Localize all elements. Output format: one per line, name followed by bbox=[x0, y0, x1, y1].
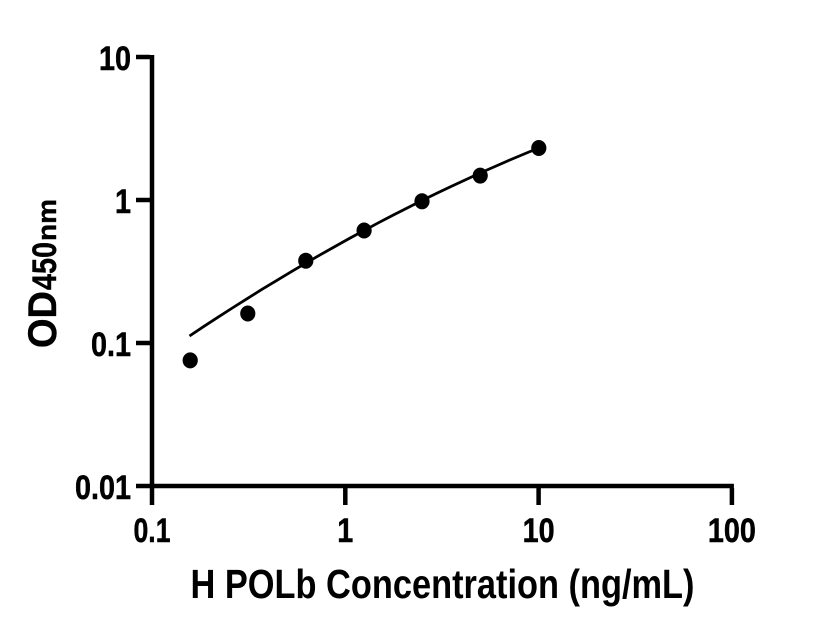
svg-text:1: 1 bbox=[115, 183, 131, 221]
svg-text:10: 10 bbox=[523, 512, 555, 550]
svg-text:100: 100 bbox=[708, 512, 756, 550]
svg-text:0.1: 0.1 bbox=[134, 512, 171, 550]
svg-text:0.1: 0.1 bbox=[91, 326, 131, 364]
svg-text:nm: nm bbox=[32, 199, 62, 241]
svg-text:H POLb Concentration (ng/mL): H POLb Concentration (ng/mL) bbox=[191, 561, 695, 607]
svg-text:OD: OD bbox=[21, 291, 65, 348]
svg-text:450: 450 bbox=[26, 242, 64, 290]
svg-text:1: 1 bbox=[337, 512, 353, 550]
svg-text:0.01: 0.01 bbox=[75, 469, 131, 507]
svg-text:10: 10 bbox=[99, 40, 131, 78]
